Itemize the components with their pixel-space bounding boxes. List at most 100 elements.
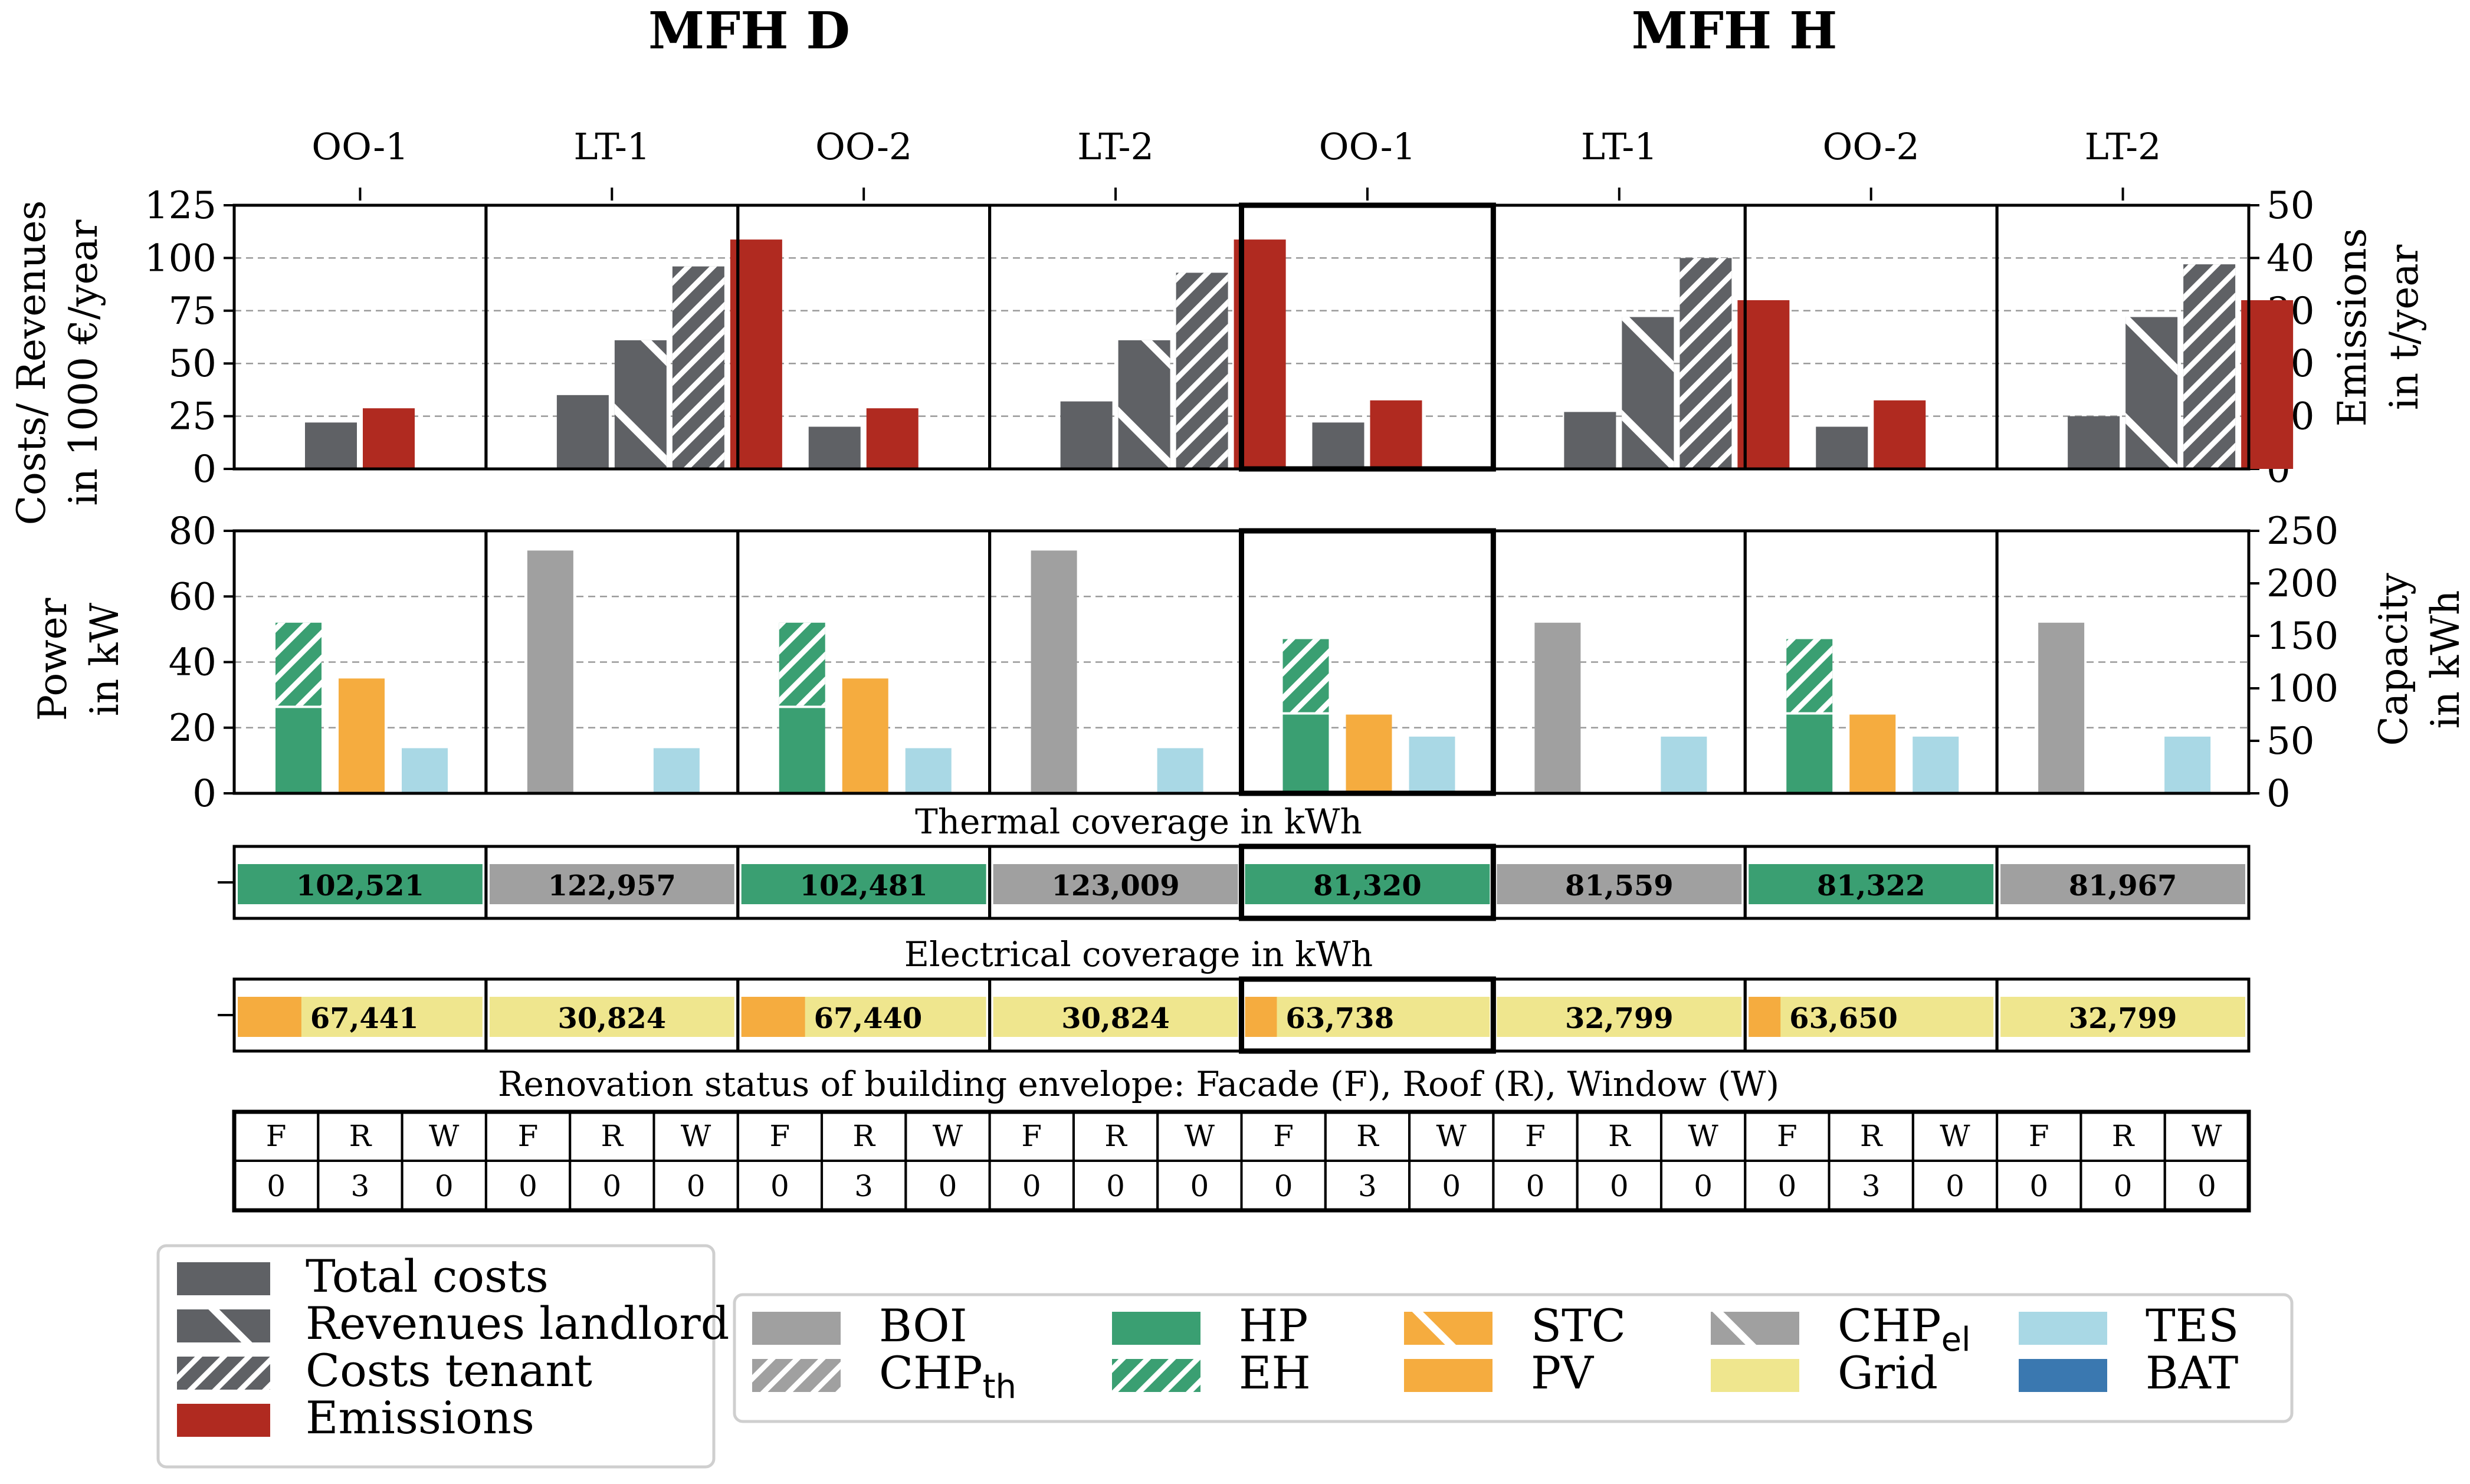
bar-tes [402,748,448,793]
scenario-label: OO-2 [1823,125,1920,168]
legend-costs-label: Total costs [306,1250,549,1302]
bar-revenues-landlord-hatch [1118,340,1170,469]
ytick-label: 75 [169,290,217,333]
y2tick-label: 40 [2266,237,2314,280]
bar-total-costs [1564,412,1616,469]
scenario-label: OO-1 [1319,125,1416,168]
power-ylabel-line2: in kW [82,603,127,717]
y2tick-label: 150 [2266,615,2338,658]
group-title-mfh-d: MFH D [648,1,850,61]
thermal-value: 81,322 [1817,869,1926,902]
legend-swatch-hatch [177,1357,270,1390]
renovation-value: 0 [1442,1169,1461,1203]
bar-costs-tenant-hatch [1176,272,1228,469]
bar-pv [339,678,385,793]
electrical-value: 63,650 [1789,1002,1898,1035]
bar-emissions [1370,400,1422,469]
renovation-header: W [933,1119,963,1153]
thermal-value: 122,957 [548,869,676,902]
bar-eh-hatch [1282,639,1329,713]
bar-eh-hatch [779,622,825,706]
renovation-value: 0 [1777,1169,1796,1203]
y2tick-label: 0 [2266,772,2291,816]
legend-costs-label: Emissions [306,1391,534,1444]
bar-costs-tenant-hatch [672,266,724,469]
renovation-value: 0 [2114,1169,2133,1203]
bar-boi [527,550,573,793]
bar-emissions [363,408,415,469]
renovation-value: 0 [1274,1169,1293,1203]
bar-tes [2164,736,2211,793]
renovation-value: 3 [351,1169,370,1203]
renovation-header: F [1021,1119,1042,1153]
bar-tes [653,748,700,793]
legend-swatch-hatch [1711,1312,1799,1345]
bar-pv [842,678,888,793]
renovation-header: R [1104,1119,1127,1153]
legend-tech-label: HP [1239,1299,1308,1352]
electrical-pv-bar [741,997,805,1037]
thermal-bar [741,864,986,904]
renovation-header: R [2112,1119,2135,1153]
renovation-header: W [1185,1119,1215,1153]
electrical-grid-bar [1497,997,1742,1037]
renovation-header: W [1436,1119,1467,1153]
renovation-value: 0 [1190,1169,1209,1203]
bar-hp [1282,714,1329,793]
electrical-pv-bar [238,997,301,1037]
renovation-header: R [1356,1119,1379,1153]
renovation-header: R [852,1119,875,1153]
legend-tech-label: BAT [2146,1347,2238,1399]
bar-total-costs [2068,416,2120,469]
electrical-coverage-row: 67,441 30,824 67,440 30,824 63,738 32,799 63,6… [218,976,2251,1054]
renovation-header: F [2029,1119,2049,1153]
renovation-value: 0 [1106,1169,1125,1203]
legend-tech-label: PV [1531,1347,1594,1399]
renovation-header: F [266,1119,287,1153]
ytick-label: 20 [169,707,217,750]
legend-tech-label: STC [1531,1299,1626,1352]
renovation-header: W [1688,1119,1718,1153]
bar-tes [1157,748,1203,793]
panel-costs: 025507510012501020304050 [145,184,2315,491]
legend-subscript: th [983,1368,1016,1406]
ytick-label: 25 [169,395,217,439]
bar-costs-tenant-hatch [1680,258,1732,469]
bar-pv [1346,714,1392,793]
thermal-bar [2000,864,2245,904]
bar-eh-hatch [1786,639,1833,713]
bar-total-costs [1060,401,1113,469]
thermal-value: 81,559 [1565,869,1674,902]
bar-tes [1409,736,1455,793]
legend-subscript: el [1941,1321,1971,1359]
group-title-mfh-h: MFH H [1632,1,1838,61]
legend-swatch [2019,1312,2107,1345]
renovation-value: 0 [1526,1169,1545,1203]
renovation-value: 3 [1862,1169,1881,1203]
thermal-value: 81,320 [1313,869,1422,902]
bar-total-costs [1312,422,1364,469]
renovation-title: Renovation status of building envelope: … [498,1064,1779,1104]
electrical-value: 32,799 [1565,1002,1674,1035]
renovation-value: 0 [687,1169,706,1203]
scenario-label: LT-2 [2085,125,2161,168]
electrical-pv-bar [1245,997,1277,1037]
scenario-label: LT-1 [573,125,650,168]
renovation-outer-frame [232,1109,2251,1213]
thermal-bar [1497,864,1742,904]
renovation-header: F [1273,1119,1294,1153]
power-y2label-line1: Capacity [2371,573,2416,746]
subplot-frame [232,203,488,471]
electrical-value: 63,738 [1285,1002,1394,1035]
renovation-value: 0 [770,1169,789,1203]
legend-swatch-hatch [752,1359,841,1392]
ytick-label: 60 [169,575,217,619]
bar-boi [1031,550,1077,793]
legend-swatch [1112,1312,1200,1345]
y2tick-label: 200 [2266,562,2338,606]
legend-swatch-hatch [1404,1312,1493,1345]
renovation-value: 0 [2029,1169,2048,1203]
legend-costs-frame [156,1244,716,1469]
